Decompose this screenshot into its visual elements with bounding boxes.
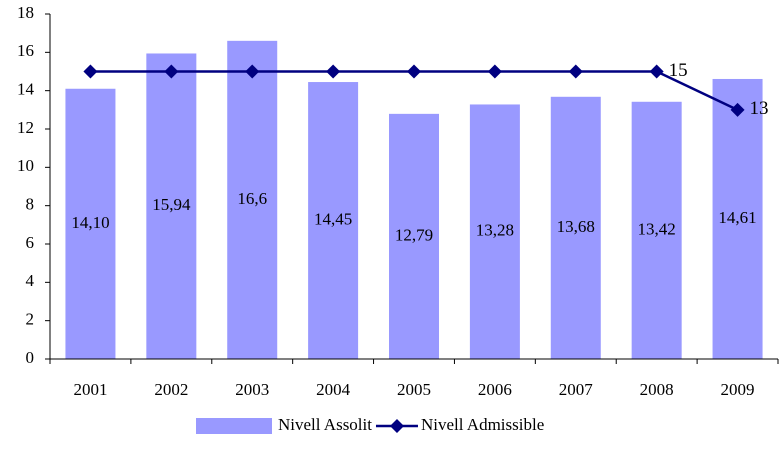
bar-value-label: 12,79 bbox=[395, 225, 433, 244]
bar-value-label: 14,61 bbox=[718, 208, 756, 227]
bar bbox=[65, 88, 116, 359]
bar-value-label: 13,28 bbox=[476, 221, 514, 240]
legend-label: Nivell Assolit bbox=[278, 415, 372, 434]
y-tick-label: 6 bbox=[26, 233, 35, 252]
x-tick-label: 2009 bbox=[721, 380, 755, 399]
line-marker bbox=[730, 102, 745, 117]
x-tick-label: 2003 bbox=[235, 380, 269, 399]
y-tick-label: 0 bbox=[26, 348, 35, 367]
bar-value-label: 14,45 bbox=[314, 209, 352, 228]
legend-swatch bbox=[196, 418, 272, 434]
x-tick-label: 2008 bbox=[640, 380, 674, 399]
bar-value-label: 15,94 bbox=[152, 195, 191, 214]
bar-value-label: 16,6 bbox=[237, 189, 267, 208]
x-tick-label: 2007 bbox=[559, 380, 594, 399]
y-tick-label: 8 bbox=[26, 195, 35, 214]
y-tick-label: 10 bbox=[17, 156, 34, 175]
y-tick-label: 2 bbox=[26, 310, 35, 329]
y-tick-label: 18 bbox=[17, 3, 34, 22]
bar-value-label: 13,68 bbox=[557, 217, 595, 236]
y-tick-label: 16 bbox=[17, 41, 34, 60]
line-marker bbox=[568, 64, 583, 79]
line-value-label: 15 bbox=[669, 60, 688, 81]
bar bbox=[469, 104, 520, 359]
bar bbox=[146, 53, 197, 359]
line-marker bbox=[649, 64, 664, 79]
bar-value-label: 13,42 bbox=[638, 219, 676, 238]
bar bbox=[389, 113, 439, 359]
bar-value-label: 14,10 bbox=[71, 213, 109, 232]
legend-swatch bbox=[389, 419, 404, 433]
x-tick-label: 2001 bbox=[73, 380, 107, 399]
line-marker bbox=[326, 64, 341, 79]
bar bbox=[631, 101, 682, 360]
line-marker bbox=[245, 64, 260, 79]
line-marker bbox=[407, 64, 421, 79]
x-tick-label: 2004 bbox=[316, 380, 351, 399]
y-tick-label: 14 bbox=[17, 80, 35, 99]
line-value-label: 13 bbox=[750, 98, 769, 119]
x-tick-label: 2005 bbox=[397, 380, 431, 399]
line-marker bbox=[164, 64, 179, 79]
bar bbox=[308, 82, 359, 360]
line-marker bbox=[83, 64, 98, 79]
bar bbox=[227, 40, 278, 359]
x-tick-label: 2002 bbox=[154, 380, 188, 399]
line-marker bbox=[487, 64, 502, 79]
x-tick-label: 2006 bbox=[478, 380, 512, 399]
y-tick-label: 4 bbox=[26, 271, 35, 290]
legend-label: Nivell Admissible bbox=[421, 415, 544, 434]
bar bbox=[712, 78, 763, 359]
y-tick-label: 12 bbox=[17, 118, 34, 137]
bar bbox=[550, 96, 601, 360]
